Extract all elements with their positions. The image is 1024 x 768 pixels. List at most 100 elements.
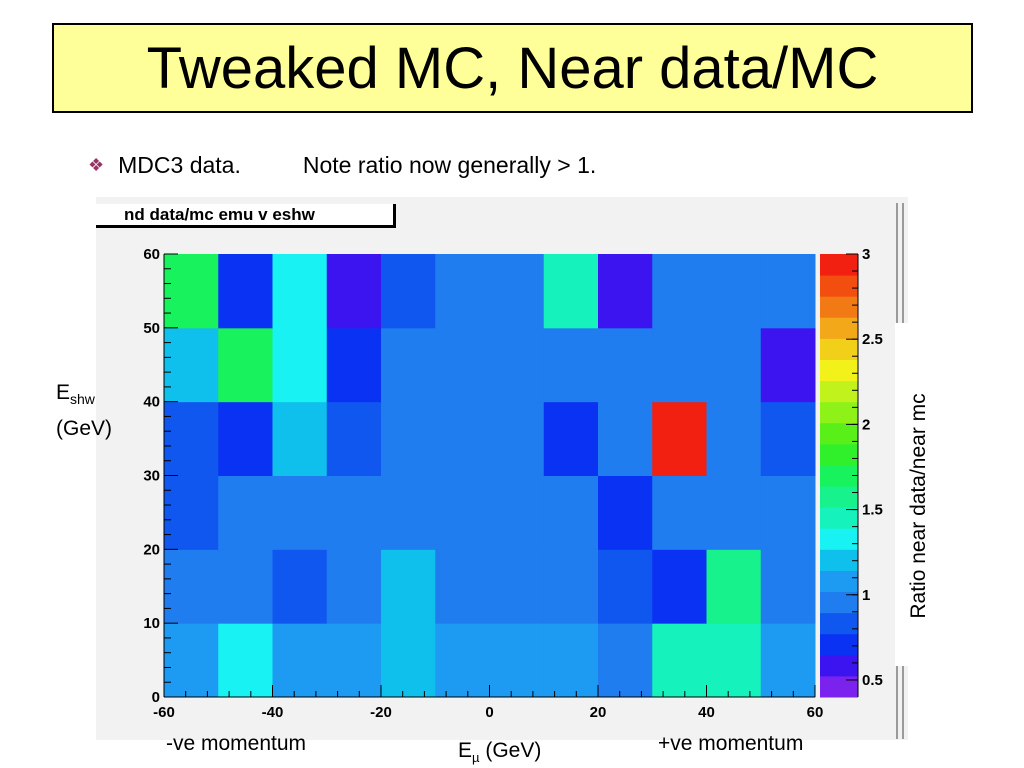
color-scale-tick-label: 0.5 <box>862 672 883 689</box>
x-tick-label: 40 <box>698 704 715 721</box>
color-scale-swatch <box>820 464 858 487</box>
color-scale-swatch <box>820 317 858 339</box>
heatmap-cell <box>326 475 382 550</box>
diamond-bullet-icon: ❖ <box>88 155 105 175</box>
heatmap-cell <box>598 401 653 476</box>
slide-title: Tweaked MC, Near data/MC <box>146 35 879 101</box>
heatmap-cell <box>543 549 599 624</box>
heatmap-cell <box>598 254 653 329</box>
heatmap-cell <box>164 475 219 550</box>
x-tick-label: -60 <box>153 704 175 721</box>
x-tick-label: 0 <box>485 704 493 721</box>
color-scale-swatch <box>820 507 858 529</box>
bullet-main-text: MDC3 data. <box>118 152 241 178</box>
heatmap-cell <box>706 623 762 698</box>
heatmap-cells <box>164 254 816 698</box>
color-scale-tick-label: 1 <box>862 587 870 604</box>
heatmap-cell <box>272 327 328 403</box>
heatmap-cell <box>272 475 328 550</box>
heatmap-cell <box>218 549 273 624</box>
heatmap-cell <box>652 327 707 403</box>
color-scale-swatch <box>820 380 858 403</box>
bullet-note-text: Note ratio now generally > 1. <box>302 152 597 178</box>
y-tick-label: 20 <box>143 541 160 558</box>
heatmap-cell <box>381 549 436 624</box>
heatmap-cell <box>760 623 816 698</box>
color-scale-swatch <box>820 338 858 360</box>
heatmap-cell <box>598 549 653 624</box>
color-scale-swatch <box>820 633 858 656</box>
heatmap-cell <box>760 401 816 476</box>
heatmap-cell <box>218 475 273 550</box>
heatmap-cell <box>543 327 599 403</box>
y-axis-symbol: E <box>56 381 71 404</box>
heatmap-cell <box>706 327 762 403</box>
y-tick-label: 0 <box>152 689 160 706</box>
color-scale-label: Ratio near data/near mc <box>907 393 930 619</box>
heatmap-cell <box>164 327 219 403</box>
color-scale-swatch <box>820 359 858 382</box>
color-scale-swatch <box>820 401 858 424</box>
heatmap-cell <box>706 401 762 476</box>
color-scale-swatch <box>820 486 858 508</box>
y-tick-label: 10 <box>143 615 160 632</box>
slide-title-box: Tweaked MC, Near data/MC <box>52 23 973 113</box>
heatmap-cell <box>381 327 436 403</box>
histogram-title: nd data/mc emu v eshw <box>96 204 396 228</box>
y-axis-label: Eshw (GeV) <box>56 378 112 444</box>
x-tick-label: -40 <box>262 704 284 721</box>
heatmap-cell <box>435 401 545 476</box>
heatmap-cell <box>272 549 328 624</box>
x-axis-subscript: µ <box>472 750 480 766</box>
heatmap-cell <box>164 401 219 476</box>
heatmap-cell <box>652 623 707 698</box>
heatmap-cell <box>381 254 436 329</box>
negative-momentum-label: -ve momentum <box>166 732 307 755</box>
heatmap-cell <box>706 475 762 550</box>
color-scale-swatch <box>820 612 858 635</box>
heatmap-cell <box>435 327 545 403</box>
heatmap-cell <box>381 475 436 550</box>
color-scale-bar: 0.5 1 1.5 2 2.5 3 <box>820 246 883 698</box>
color-scale-swatch <box>820 422 858 445</box>
heatmap-cell <box>543 623 599 698</box>
heatmap-cell <box>164 623 219 698</box>
heatmap-cell <box>760 254 816 329</box>
heatmap-cell <box>598 475 653 550</box>
heatmap-cell <box>435 549 545 624</box>
heatmap-cell <box>706 254 762 329</box>
heatmap-cell <box>598 327 653 403</box>
color-scale-swatch <box>820 275 858 297</box>
heatmap-cell <box>326 549 382 624</box>
color-scale-tick-label: 2.5 <box>862 331 883 348</box>
positive-momentum-label: +ve momentum <box>658 732 804 755</box>
heatmap-cell <box>543 401 599 476</box>
heatmap-cell <box>706 549 762 624</box>
x-axis-label: Eµ (GeV) <box>458 739 541 765</box>
heatmap-cell <box>543 254 599 329</box>
heatmap-cell <box>218 401 273 476</box>
x-tick-label: -20 <box>370 704 392 721</box>
color-scale-tick-label: 1.5 <box>862 502 883 519</box>
y-tick-label: 40 <box>143 394 160 411</box>
y-axis-unit: (GeV) <box>56 417 113 441</box>
heatmap-cell <box>164 549 219 624</box>
heatmap-cell <box>326 254 382 329</box>
x-tick-label: 20 <box>590 704 607 721</box>
x-axis-symbol: E <box>458 739 473 762</box>
heatmap-cell <box>652 549 707 624</box>
heatmap-cell <box>164 254 219 329</box>
color-scale-label-box <box>895 323 943 666</box>
heatmap-cell <box>435 254 545 329</box>
heatmap-cell <box>326 327 382 403</box>
heatmap-cell <box>435 475 545 550</box>
color-scale-swatch <box>820 254 858 276</box>
y-tick-label: 30 <box>143 468 160 485</box>
heatmap-cell <box>218 254 273 329</box>
heatmap-cell <box>652 475 707 550</box>
color-scale-swatch <box>820 528 858 550</box>
heatmap-cell <box>326 623 382 698</box>
heatmap-cell <box>381 401 436 476</box>
y-tick-label: 60 <box>143 246 160 263</box>
